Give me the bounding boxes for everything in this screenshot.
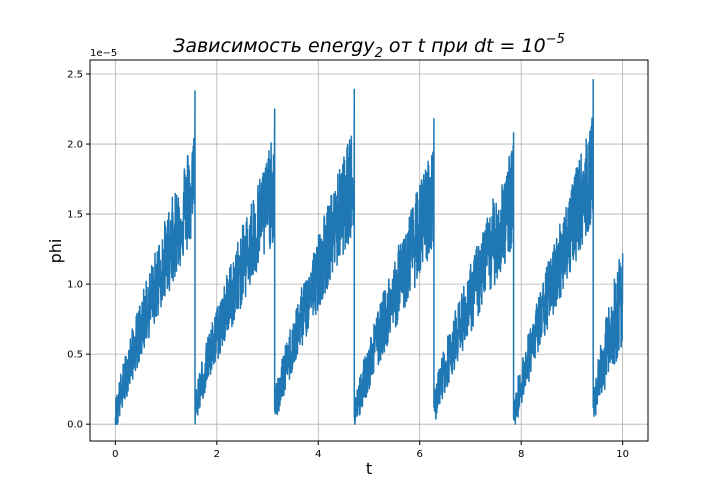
title-subscript: 2 [375, 46, 383, 61]
series-line-0 [114, 78, 624, 425]
y-axis-ticks: 0.0 0.5 1.0 1.5 2.0 2.5 [67, 70, 90, 431]
x-tick-label: 2 [214, 449, 220, 460]
y-tick-label: 0.0 [67, 420, 83, 431]
x-axis-ticks: 0 2 4 6 8 10 [112, 441, 629, 460]
y-tick-label: 2.5 [67, 70, 83, 81]
y-tick-label: 0.5 [67, 350, 83, 361]
grid [90, 60, 648, 441]
series-layer [114, 78, 624, 425]
x-axis-label: t [366, 459, 372, 478]
y-tick-label: 1.5 [67, 210, 83, 221]
y-tick-label: 2.0 [67, 140, 83, 151]
y-offset-label: 1e−5 [90, 48, 117, 59]
title-main: Зависимость energy [173, 35, 375, 57]
title-superscript: −5 [546, 32, 565, 47]
x-tick-label: 4 [315, 449, 321, 460]
x-tick-label: 0 [112, 449, 118, 460]
y-axis-label: phi [46, 239, 65, 264]
y-tick-label: 1.0 [67, 280, 83, 291]
x-tick-label: 10 [616, 449, 629, 460]
plot-frame [89, 59, 649, 442]
x-tick-label: 6 [417, 449, 423, 460]
x-tick-label: 8 [518, 449, 524, 460]
title-rest: от t при dt = 10 [383, 35, 546, 57]
chart-title: Зависимость energy2 от t при dt = 10−5 [173, 32, 565, 61]
